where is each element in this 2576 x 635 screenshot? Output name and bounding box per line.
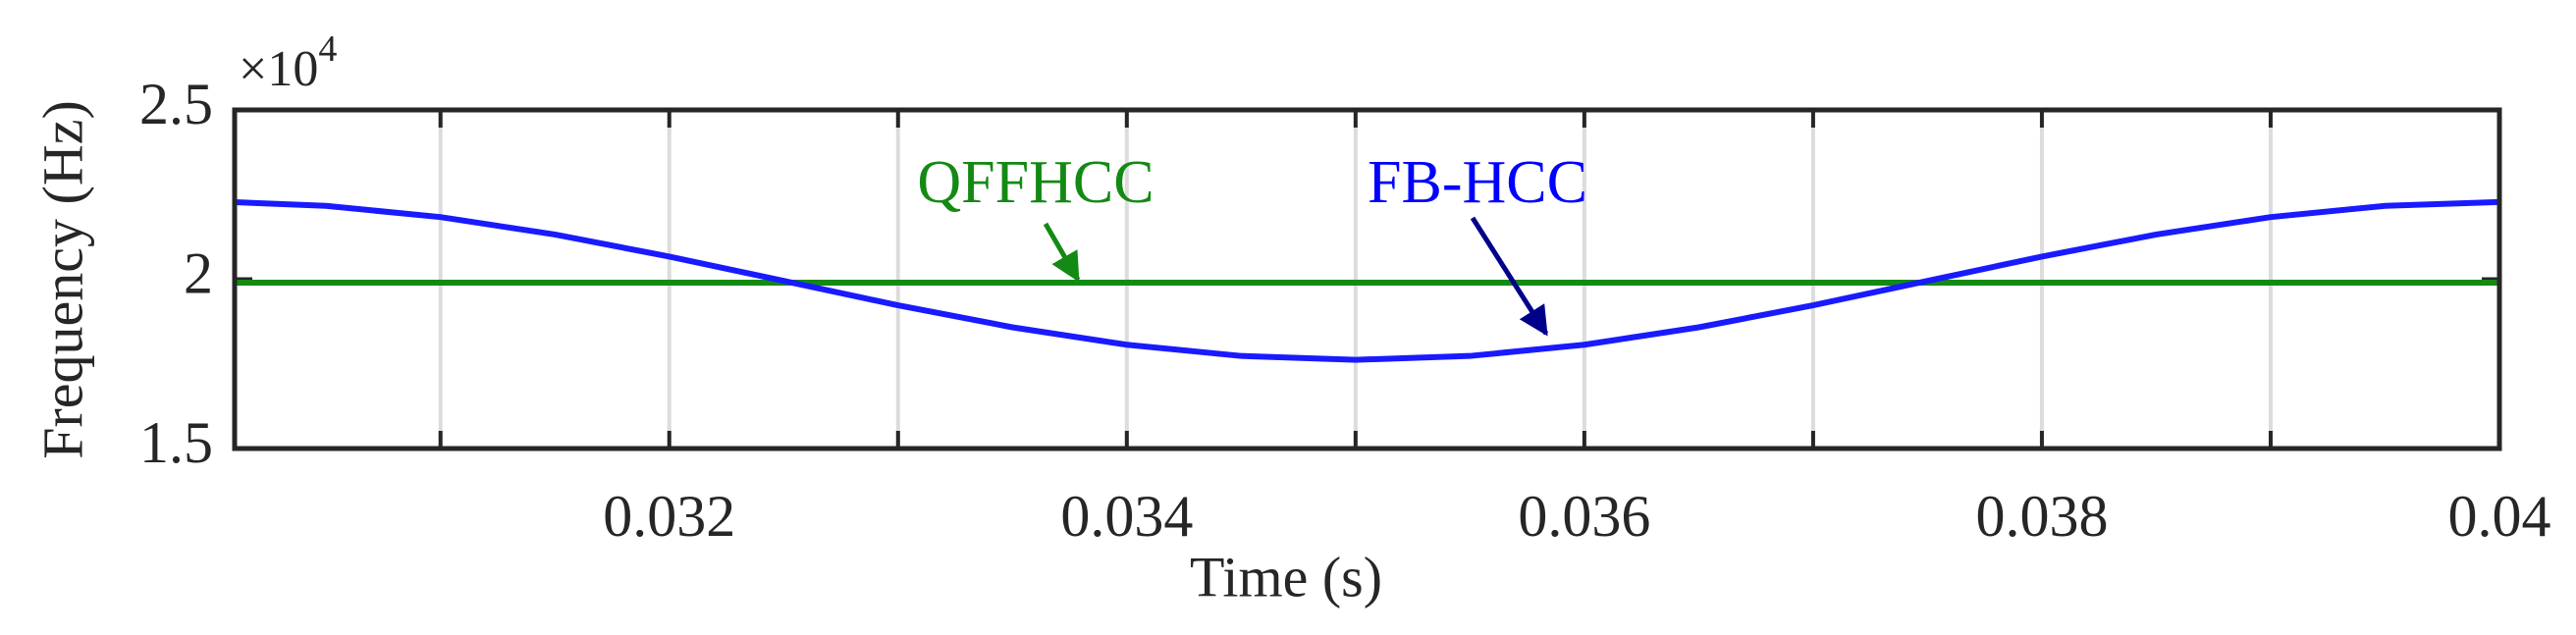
- x-tick-label: 0.04: [2448, 484, 2551, 549]
- y-exponent-base: ×10: [239, 41, 318, 97]
- x-axis-label: Time (s): [1190, 545, 1382, 609]
- x-tick-label: 0.032: [603, 484, 735, 549]
- y-tick-label: 1.5: [139, 410, 213, 475]
- data-line: [234, 198, 2500, 363]
- series-annotation: FB-HCC: [1368, 149, 1587, 216]
- annotation-arrow: [1043, 222, 1081, 283]
- plot-frame: [232, 107, 2502, 451]
- x-tick-label: 0.034: [1060, 484, 1193, 549]
- y-exponent: ×104: [239, 28, 337, 97]
- y-tick-label: 2.5: [139, 72, 213, 136]
- y-exponent-power: 4: [318, 28, 337, 70]
- y-axis-label: Frequency (Hz): [30, 100, 94, 459]
- annotation-arrow: [1470, 216, 1549, 337]
- series-annotation: QFFHCC: [917, 149, 1154, 216]
- y-tick-label: 2: [184, 240, 213, 305]
- x-tick-label: 0.038: [1975, 484, 2108, 549]
- x-tick-label: 0.036: [1518, 484, 1650, 549]
